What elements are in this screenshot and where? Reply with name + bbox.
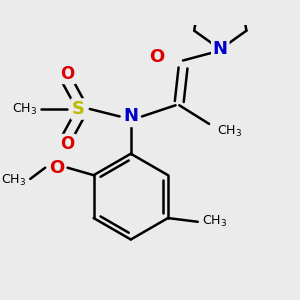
- Text: CH$_3$: CH$_3$: [217, 124, 242, 139]
- Text: S: S: [72, 100, 85, 118]
- Text: O: O: [149, 48, 164, 66]
- Text: N: N: [123, 107, 138, 125]
- Text: CH$_3$: CH$_3$: [202, 214, 226, 229]
- Text: N: N: [213, 40, 228, 58]
- Text: O: O: [60, 64, 74, 82]
- Text: CH$_3$: CH$_3$: [2, 173, 26, 188]
- Text: CH$_3$: CH$_3$: [12, 101, 38, 116]
- Text: O: O: [49, 159, 64, 177]
- Text: O: O: [60, 135, 74, 153]
